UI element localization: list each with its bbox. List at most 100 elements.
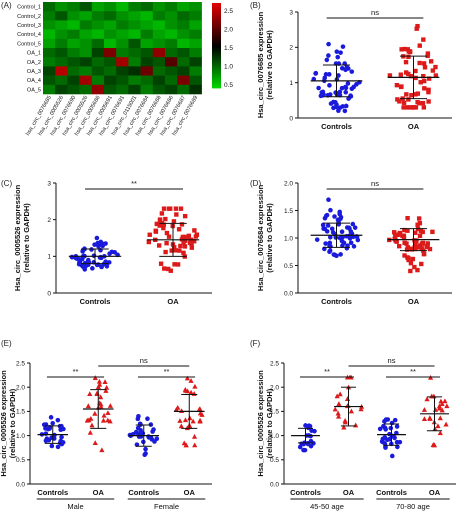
panel-label: (F) bbox=[250, 339, 261, 348]
data-point bbox=[337, 105, 343, 110]
data-point bbox=[389, 453, 395, 459]
heatmap-cell bbox=[79, 48, 93, 58]
data-point bbox=[312, 428, 317, 434]
data-point bbox=[339, 238, 345, 244]
data-point bbox=[156, 243, 162, 248]
data-point bbox=[98, 239, 104, 245]
data-point bbox=[343, 89, 349, 95]
data-point bbox=[417, 221, 423, 226]
data-point bbox=[328, 101, 334, 106]
data-point bbox=[421, 251, 427, 257]
data-point bbox=[416, 216, 422, 221]
data-point bbox=[326, 72, 332, 77]
heatmap-cell bbox=[152, 84, 166, 95]
data-point bbox=[413, 241, 418, 246]
heatmap-cell bbox=[67, 29, 80, 40]
data-point bbox=[328, 207, 333, 213]
data-point bbox=[403, 59, 409, 65]
heatmap-cell bbox=[67, 38, 80, 49]
data-point bbox=[397, 439, 403, 445]
data-point bbox=[59, 434, 64, 440]
y-tick-label: 1.0 bbox=[284, 235, 293, 242]
colorbar-segment bbox=[212, 7, 221, 10]
data-point bbox=[69, 254, 75, 260]
data-point bbox=[177, 418, 183, 423]
data-point bbox=[415, 267, 420, 273]
data-point bbox=[422, 86, 427, 91]
heatmap-cell bbox=[189, 84, 202, 95]
data-point bbox=[413, 92, 418, 97]
data-point bbox=[394, 82, 400, 88]
data-point bbox=[102, 260, 108, 266]
heatmap-cell bbox=[116, 75, 129, 86]
data-point bbox=[338, 216, 343, 222]
data-point bbox=[182, 244, 188, 249]
y-tick-label: 1.0 bbox=[270, 433, 279, 440]
data-point bbox=[403, 70, 409, 75]
heatmap-row-label: OA_3 bbox=[27, 69, 41, 75]
colorbar-segment bbox=[212, 85, 221, 89]
data-point bbox=[417, 43, 422, 48]
data-point bbox=[127, 432, 133, 438]
heatmap-cell bbox=[152, 48, 166, 58]
data-point bbox=[409, 92, 414, 98]
heatmap-cell bbox=[43, 38, 56, 49]
colorbar-segment bbox=[212, 9, 221, 12]
heatmap-cell bbox=[79, 75, 93, 86]
data-point bbox=[343, 84, 348, 90]
data-point bbox=[321, 92, 326, 97]
data-point bbox=[327, 249, 332, 255]
data-point bbox=[422, 78, 427, 84]
heatmap-cell bbox=[91, 75, 105, 86]
heatmap-cell bbox=[177, 48, 190, 58]
data-point bbox=[414, 238, 419, 243]
data-point bbox=[45, 426, 51, 432]
data-point bbox=[104, 384, 110, 390]
data-point bbox=[344, 64, 350, 70]
y-tick-label: 2.0 bbox=[16, 385, 25, 392]
data-point bbox=[425, 241, 430, 246]
data-point bbox=[406, 54, 411, 60]
y-tick-label: 1 bbox=[289, 80, 293, 87]
heatmap-cell bbox=[152, 2, 166, 12]
significance-label: ns bbox=[371, 179, 379, 188]
heatmap-cell bbox=[43, 2, 56, 12]
heatmap-cell bbox=[116, 66, 129, 76]
data-point bbox=[99, 447, 105, 453]
data-point bbox=[316, 85, 321, 91]
heatmap-cell bbox=[104, 38, 117, 49]
data-point bbox=[382, 419, 387, 424]
heatmap-cell bbox=[55, 38, 68, 49]
x-group-label: OA bbox=[408, 297, 420, 306]
heatmap-cell bbox=[91, 57, 105, 67]
data-point bbox=[173, 206, 179, 211]
data-point bbox=[428, 59, 434, 64]
heatmap-cell bbox=[104, 57, 117, 67]
data-point bbox=[178, 206, 184, 211]
data-point bbox=[421, 416, 428, 422]
colorbar-segment bbox=[212, 79, 221, 83]
significance-label: ** bbox=[410, 367, 416, 376]
data-point bbox=[425, 244, 430, 250]
data-point bbox=[143, 451, 148, 456]
heatmap-cell bbox=[104, 29, 117, 40]
heatmap-cell bbox=[189, 11, 202, 21]
data-point bbox=[55, 417, 61, 423]
y-axis-label-line: Hsa_circ_0076685 expression bbox=[256, 11, 265, 118]
data-point bbox=[87, 391, 93, 397]
data-point bbox=[181, 250, 186, 256]
colorbar-segment bbox=[212, 15, 221, 19]
heatmap-cell bbox=[189, 38, 202, 49]
data-point bbox=[336, 401, 342, 406]
data-point bbox=[188, 389, 194, 395]
data-point bbox=[191, 433, 198, 439]
heatmap-cell bbox=[79, 2, 93, 12]
data-point bbox=[437, 415, 443, 421]
heatmap-cell bbox=[116, 29, 129, 40]
data-point bbox=[324, 57, 330, 63]
data-point bbox=[387, 436, 392, 442]
data-point bbox=[402, 46, 407, 52]
data-point bbox=[146, 239, 152, 245]
heatmap-cell bbox=[165, 75, 178, 86]
colorbar-segment bbox=[212, 75, 221, 78]
